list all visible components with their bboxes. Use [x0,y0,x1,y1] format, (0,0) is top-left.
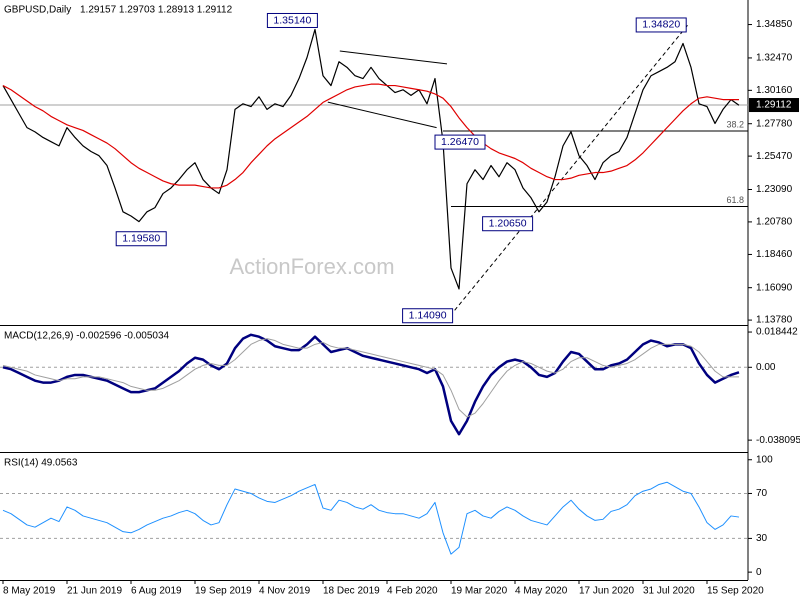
annotation-label: 1.14090 [409,310,447,322]
annotation-label: 1.34820 [642,19,680,31]
x-tick-label: 31 Jul 2020 [643,586,695,597]
annotation-box [434,134,486,150]
annotation-box [266,12,318,28]
y-tick-label: 1.25470 [756,151,793,162]
y-tick-label: 1.32470 [756,53,793,64]
x-tick-label: 8 May 2019 [3,586,56,597]
fib-label: 38.2 [726,119,744,129]
annotation-box [635,17,687,33]
y-tick-label: 1.13780 [756,315,793,326]
panel-title: RSI(14) 49.0563 [4,458,78,469]
y-tick-label: 1.34850 [756,19,793,30]
annotation-box [482,216,534,232]
trendline [327,101,437,129]
y-tick-label: 0.018442 [756,327,798,338]
series-line [2,338,739,418]
series-line [2,333,740,436]
x-tick-label: 17 Jun 2020 [579,586,634,597]
annotation-label: 1.20650 [489,218,527,230]
y-tick-label: 1.27780 [756,118,793,129]
x-tick-label: 4 Feb 2020 [387,586,438,597]
panel-title: MACD(12,26,9) -0.002596 -0.005034 [4,331,170,342]
x-tick-label: 6 Aug 2019 [131,586,182,597]
annotation-label: 1.26470 [441,136,479,148]
panel-subtitle: 1.29157 1.29703 1.28913 1.29112 [80,5,233,16]
y-tick-label: 100 [756,454,773,465]
y-tick-label: 1.16090 [756,282,793,293]
y-tick-label: -0.038095 [756,435,800,446]
x-tick-label: 15 Sep 2020 [707,586,764,597]
y-tick-label: 1.18460 [756,249,793,260]
y-tick-label: 0.00 [756,362,776,373]
x-tick-label: 4 May 2020 [515,586,568,597]
x-tick-label: 21 Jun 2019 [67,586,122,597]
y-tick-label: 1.30160 [756,85,793,96]
y-tick-label: 30 [756,533,768,544]
annotation-label: 1.35140 [273,14,311,26]
x-tick-label: 18 Dec 2019 [323,586,380,597]
y-tick-label: 0 [756,567,762,578]
annotation-box [115,231,167,247]
fib-label: 61.8 [726,195,744,205]
annotation-label: 1.19580 [122,233,160,245]
y-tick-label: 1.23090 [756,184,793,195]
watermark: ActionForex.com [229,254,394,279]
x-tick-label: 19 Mar 2020 [451,586,508,597]
series-line [2,83,739,189]
last-price-label: 1.29112 [756,100,792,111]
last-price-box [749,98,799,113]
annotation-box [402,308,454,324]
panel-title: GBPUSD,Daily [4,5,71,16]
x-tick-label: 19 Sep 2019 [195,586,252,597]
y-tick-label: 1.20780 [756,217,793,228]
x-tick-label: 4 Nov 2019 [259,586,311,597]
series-line [2,481,740,555]
trendline [339,50,448,65]
y-tick-label: 70 [756,488,768,499]
series-line [2,28,740,290]
